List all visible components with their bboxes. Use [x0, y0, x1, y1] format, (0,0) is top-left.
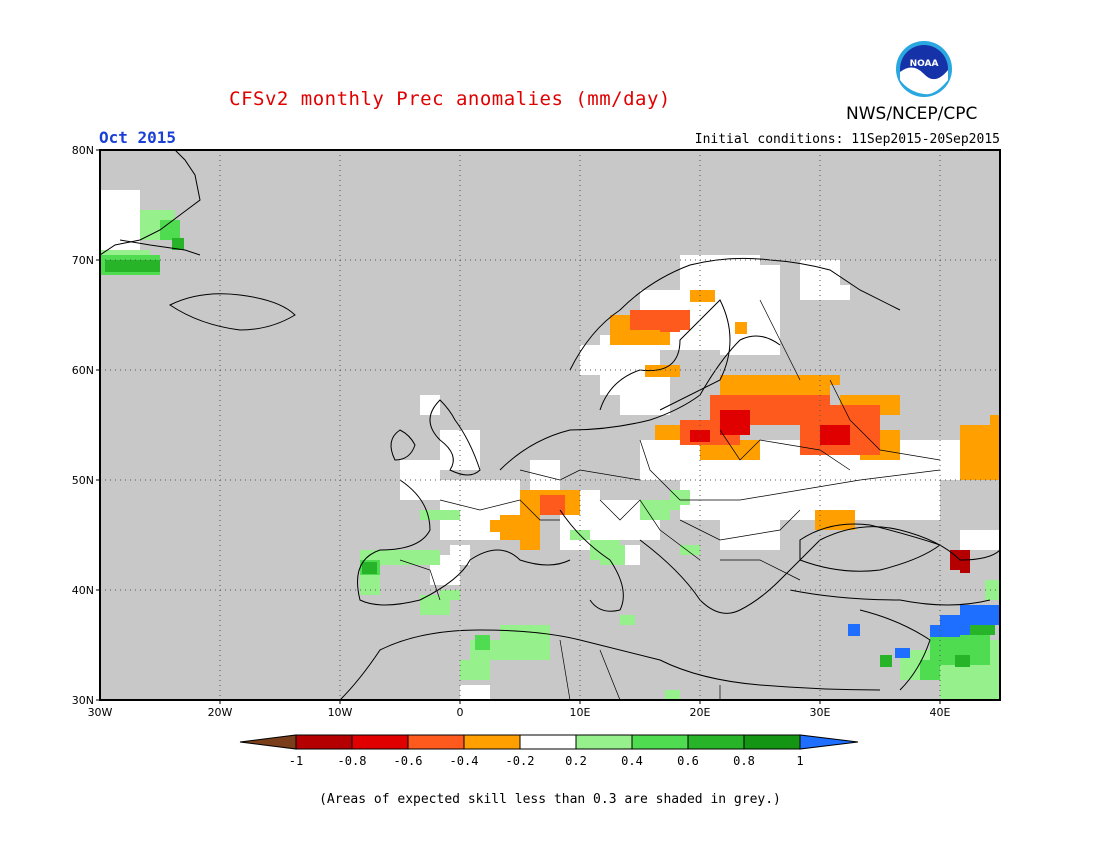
colorbar-label: 0.6 — [677, 754, 699, 768]
lat-tick: 70N — [72, 254, 94, 267]
colorbar-segment — [295, 734, 353, 750]
colorbar-label: 1 — [796, 754, 803, 768]
lon-tick: 20W — [208, 706, 233, 719]
colorbar-segment — [519, 734, 577, 750]
lon-tick: 10E — [570, 706, 591, 719]
skill-footnote: (Areas of expected skill less than 0.3 a… — [319, 792, 781, 807]
initial-conditions: Initial conditions: 11Sep2015-20Sep2015 — [694, 132, 1000, 147]
forecast-month: Oct 2015 — [99, 128, 177, 147]
colorbar-label: 0.8 — [733, 754, 755, 768]
colorbar-low-arrow — [239, 734, 297, 750]
agency-label: NWS/NCEP/CPC — [846, 104, 978, 124]
colorbar-high-arrow — [799, 734, 859, 750]
lon-tick: 30W — [88, 706, 113, 719]
colorbar-label: 0.4 — [621, 754, 643, 768]
lon-tick: 20E — [690, 706, 711, 719]
lon-tick: 10W — [328, 706, 353, 719]
colorbar-segment — [743, 734, 801, 750]
colorbar-label: -0.8 — [338, 754, 367, 768]
lat-tick: 40N — [72, 584, 94, 597]
colorbar — [239, 734, 859, 750]
lat-tick: 60N — [72, 364, 94, 377]
noaa-logo: NOAA — [896, 41, 952, 97]
lon-ticks — [219, 700, 941, 704]
lon-tick: 30E — [810, 706, 831, 719]
lon-tick: 0 — [457, 706, 464, 719]
colorbar-segment — [351, 734, 409, 750]
colorbar-label: -0.6 — [394, 754, 423, 768]
map-frame — [99, 149, 1001, 701]
colorbar-segment — [463, 734, 521, 750]
lat-tick: 30N — [72, 694, 94, 707]
colorbar-labels: -1 -0.8 -0.6 -0.4 -0.2 0.2 0.4 0.6 0.8 1 — [289, 754, 804, 768]
negative-anomaly-strong — [690, 410, 850, 445]
logo-text: NOAA — [910, 59, 939, 69]
colorbar-segment — [631, 734, 689, 750]
lat-tick: 50N — [72, 474, 94, 487]
lat-ticks — [96, 149, 100, 701]
country-borders — [399, 299, 941, 700]
lon-tick: 40E — [930, 706, 951, 719]
colorbar-segment — [575, 734, 633, 750]
graticule — [100, 150, 1000, 700]
colorbar-label: 0.2 — [565, 754, 587, 768]
colorbar-label: -0.4 — [450, 754, 479, 768]
anomaly-map: 80N 70N 60N 50N 40N 30N 30W 20W 10W 0 10… — [72, 144, 1001, 768]
lon-axis: 30W 20W 10W 0 10E 20E 30E 40E — [88, 706, 951, 719]
negative-anomaly-light — [490, 290, 1000, 550]
colorbar-segment — [687, 734, 745, 750]
lat-axis: 80N 70N 60N 50N 40N 30N — [72, 144, 94, 707]
colorbar-label: -1 — [289, 754, 303, 768]
positive-anomaly-extreme — [848, 605, 1000, 658]
lat-tick: 80N — [72, 144, 94, 157]
map-title: CFSv2 monthly Prec anomalies (mm/day) — [229, 88, 671, 110]
colorbar-label: -0.2 — [506, 754, 535, 768]
colorbar-segment — [407, 734, 465, 750]
